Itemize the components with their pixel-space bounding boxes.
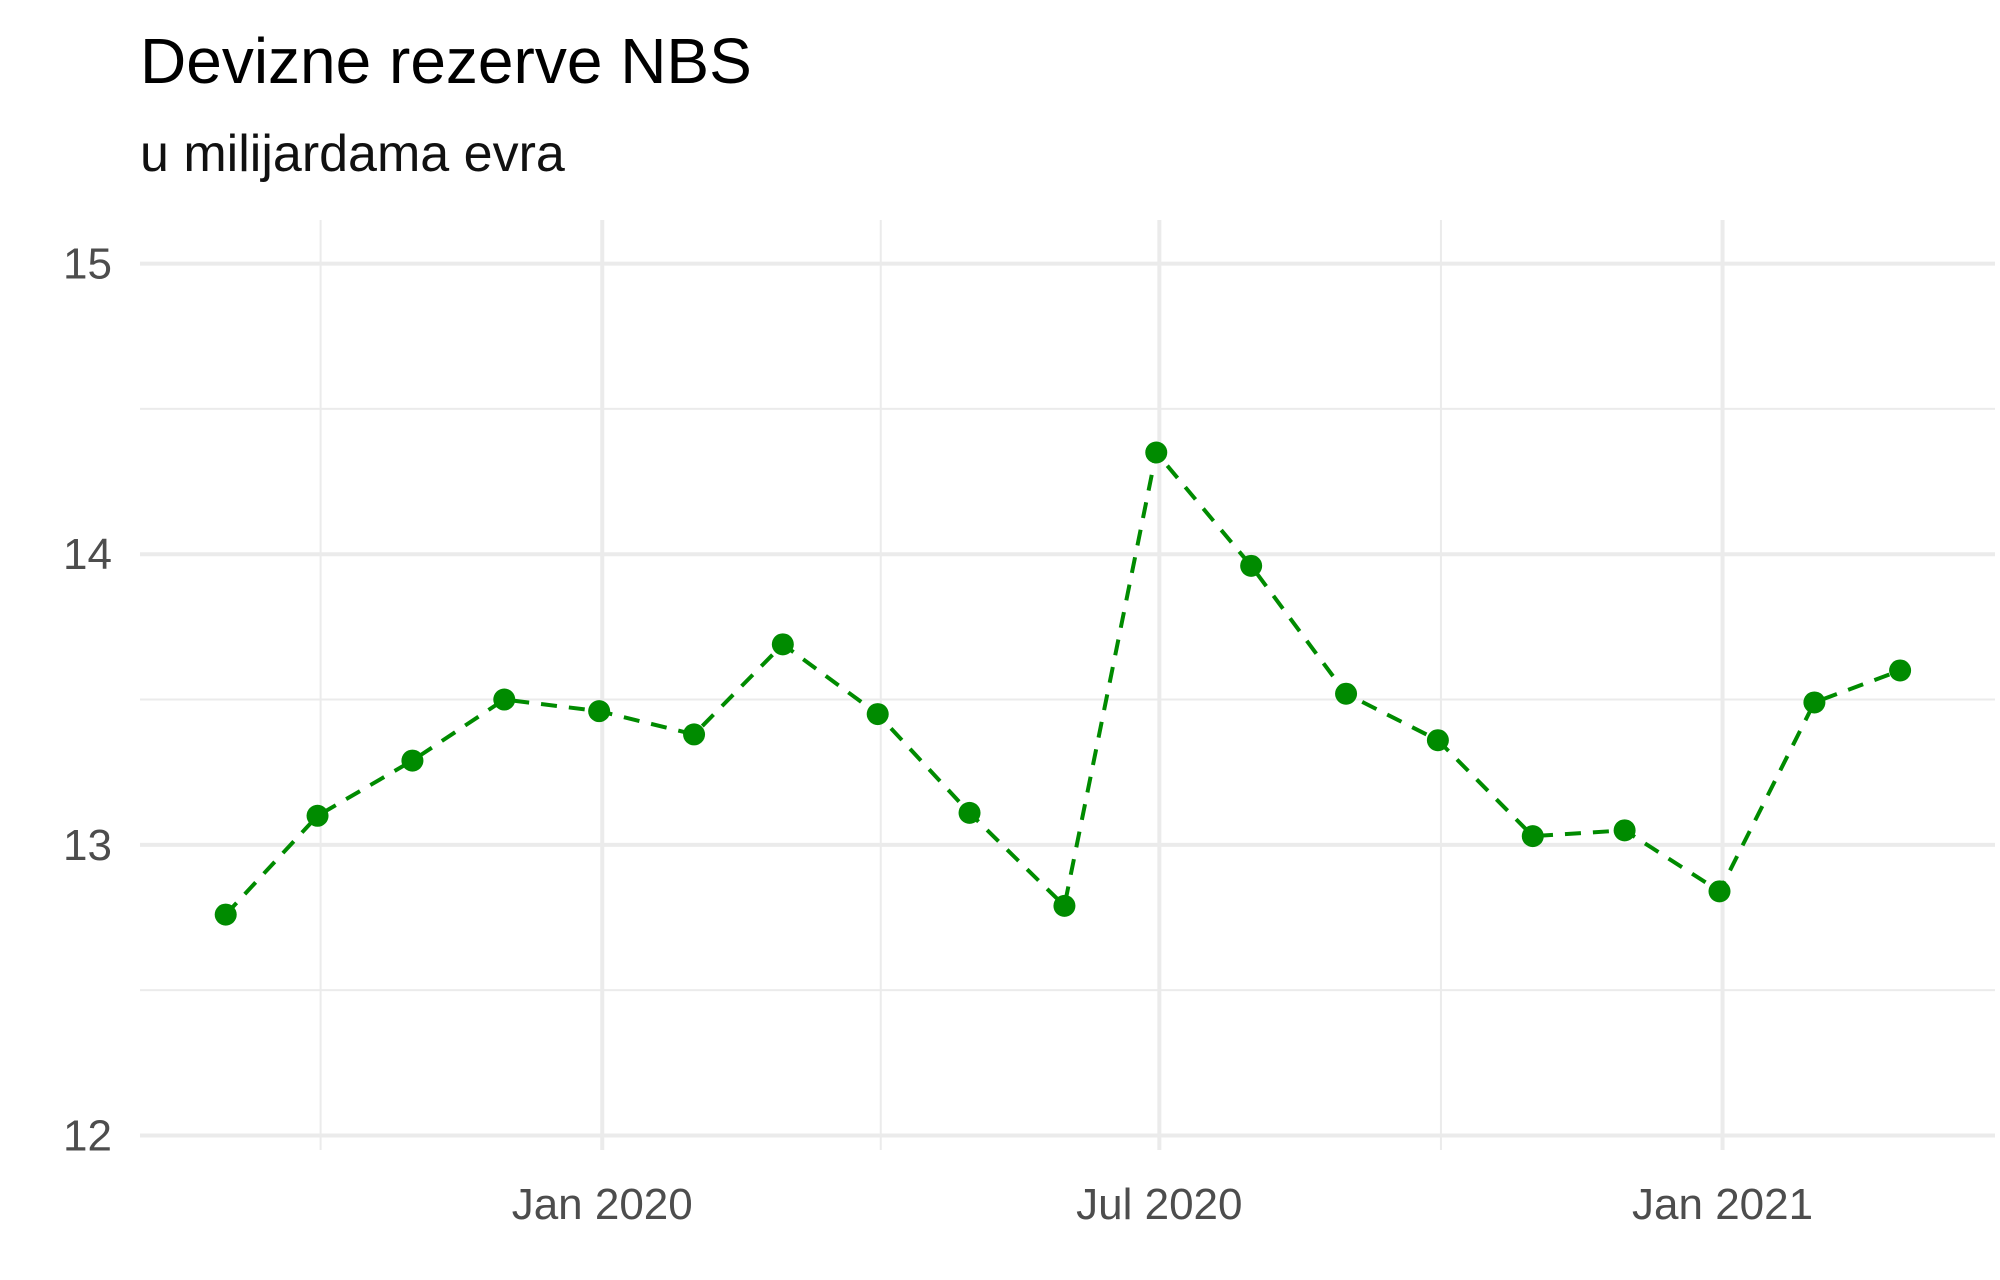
data-point [1708, 880, 1731, 903]
series-points-group [214, 441, 1912, 926]
chart-title: Devizne rezerve NBS [140, 25, 752, 97]
data-point [771, 633, 794, 656]
data-point [1145, 441, 1168, 464]
data-point [1240, 554, 1263, 577]
data-point [866, 703, 889, 726]
data-point [958, 801, 981, 824]
data-point [1613, 819, 1636, 842]
data-point [588, 700, 611, 723]
data-point [683, 723, 706, 746]
y-tick-label: 12 [63, 1111, 112, 1160]
data-point [1335, 682, 1358, 705]
major-gridlines [140, 220, 1995, 1150]
data-point [1426, 729, 1449, 752]
minor-gridlines [140, 220, 1995, 1150]
data-point [1889, 659, 1912, 682]
y-tick-label: 15 [63, 240, 112, 289]
data-point [1803, 691, 1826, 714]
data-point [493, 688, 516, 711]
data-point [1053, 894, 1076, 917]
x-tick-label: Jul 2020 [1076, 1180, 1242, 1229]
y-tick-label: 14 [63, 530, 112, 579]
data-point [306, 804, 329, 827]
x-tick-label: Jan 2021 [1632, 1180, 1813, 1229]
x-tick-label: Jan 2020 [512, 1180, 693, 1229]
chart-subtitle: u milijardama evra [140, 125, 565, 183]
data-point [401, 749, 424, 772]
y-axis-tick-labels: 12 13 14 15 [63, 240, 112, 1161]
data-point [1521, 825, 1544, 848]
data-point [214, 903, 237, 926]
y-tick-label: 13 [63, 821, 112, 870]
x-axis-tick-labels: Jan 2020 Jul 2020 Jan 2021 [512, 1180, 1813, 1229]
